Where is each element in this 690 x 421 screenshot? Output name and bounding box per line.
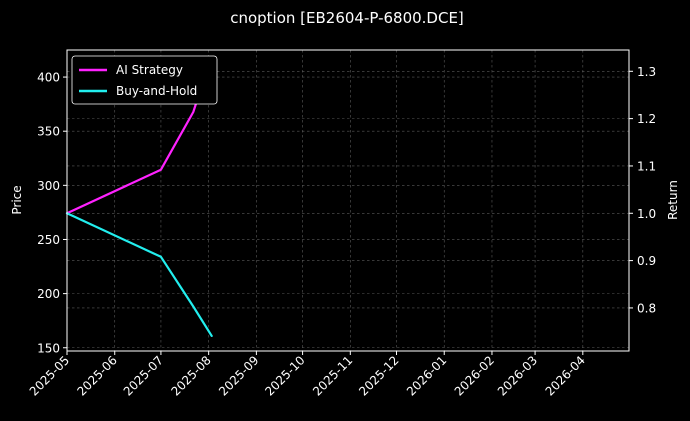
y-tick-label-right: 1.0 <box>637 207 656 221</box>
y-tick-label-left: 400 <box>37 71 60 85</box>
y-tick-label-right: 0.8 <box>637 301 656 315</box>
legend-box <box>71 55 218 105</box>
plot-area-frame <box>66 49 630 352</box>
y-tick-label-right: 1.3 <box>637 65 656 79</box>
y-tick-label-right: 1.2 <box>637 112 656 126</box>
y-tick-label-left: 300 <box>37 179 60 193</box>
chart-title: cnoption [EB2604-P-6800.DCE] <box>230 9 464 27</box>
y-tick-label-right: 1.1 <box>637 159 656 173</box>
legend: AI Strategy Buy-and-Hold <box>71 55 218 105</box>
series-line-buy-and-hold <box>65 212 213 337</box>
y-tick-label-left: 250 <box>37 233 60 247</box>
y-tick-label-left: 200 <box>37 287 60 301</box>
y-axis-label-left: Price <box>10 185 24 214</box>
y-axis-label-right: Return <box>666 180 680 220</box>
y-tick-label-right: 0.9 <box>637 254 656 268</box>
legend-label-ai-strategy: AI Strategy <box>116 63 183 77</box>
legend-label-buy-and-hold: Buy-and-Hold <box>116 84 197 98</box>
y-tick-label-left: 150 <box>37 341 60 355</box>
y-tick-label-left: 350 <box>37 125 60 139</box>
